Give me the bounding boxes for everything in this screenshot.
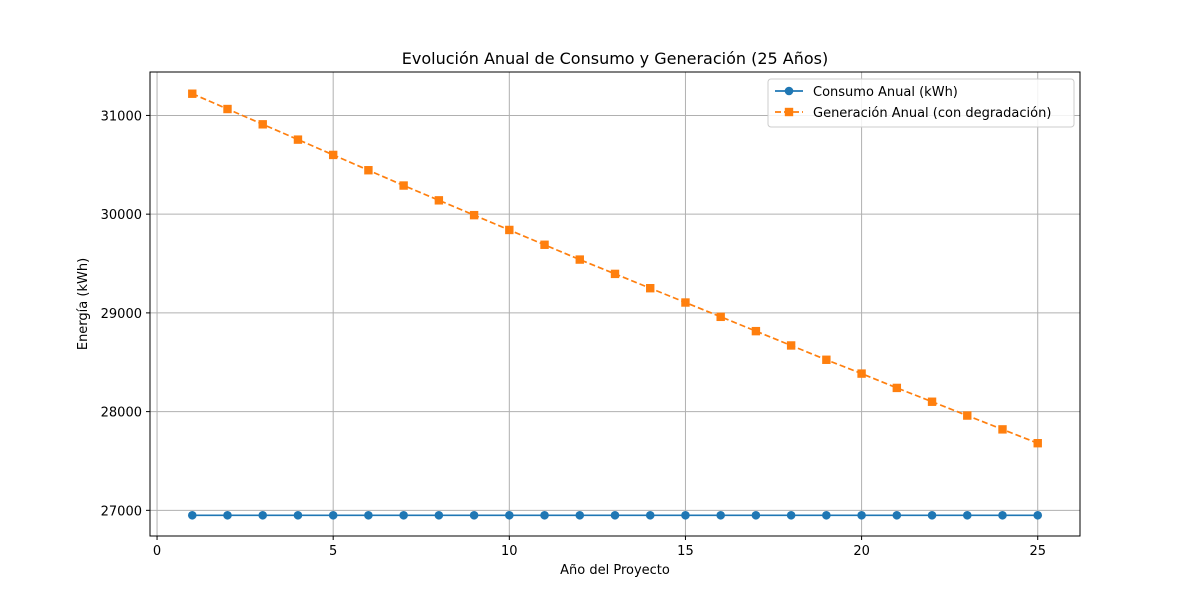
data-point-generacion [646,284,655,293]
legend-label-generacion: Generación Anual (con degradación) [813,106,1051,121]
data-point-consumo [751,510,761,520]
data-point-consumo [786,510,796,520]
data-point-generacion [786,341,796,350]
data-point-generacion [927,397,937,406]
data-point-consumo [610,510,620,520]
x-tick-label: 25 [1029,544,1046,559]
data-point-generacion [328,150,338,160]
data-point-consumo [469,510,479,520]
y-tick-label: 29000 [101,307,142,322]
data-point-generacion [540,240,549,249]
data-point-generacion [998,425,1007,434]
legend: Consumo Anual (kWh) Generación Anual (co… [767,78,1075,128]
data-point-generacion [293,135,303,144]
data-point-consumo [293,510,303,520]
data-point-consumo [575,510,585,520]
legend-swatches [775,86,803,117]
data-point-generacion [716,312,725,322]
data-point-generacion [681,298,690,307]
data-point-generacion [469,210,479,220]
legend-label-consumo: Consumo Anual (kWh) [813,85,958,100]
data-point-consumo [857,510,866,520]
data-point-consumo [223,510,232,520]
x-axis-label: Año del Proyecto [560,563,670,578]
data-point-generacion [258,120,267,129]
y-tick-label: 30000 [101,208,142,223]
data-point-generacion [505,225,514,235]
data-point-consumo [399,510,408,520]
data-point-consumo [258,510,268,520]
data-point-consumo [822,510,831,520]
data-point-generacion [610,269,620,279]
data-point-consumo [1033,510,1043,520]
series-layer [187,89,1043,520]
data-point-consumo [328,510,338,520]
data-point-generacion [822,355,831,364]
legend-swatch-marker-generacion [784,107,794,117]
data-point-consumo [645,510,655,520]
y-tick-label: 31000 [101,109,142,124]
data-point-generacion [434,196,444,205]
data-point-consumo [962,510,972,520]
data-point-generacion [364,166,373,175]
data-point-consumo [434,510,444,520]
data-point-consumo [364,510,373,520]
data-point-generacion [399,181,408,190]
data-point-consumo [927,510,937,520]
data-point-generacion [963,411,972,420]
data-point-generacion [857,369,866,378]
data-point-consumo [187,510,197,520]
y-tick-label: 28000 [101,406,142,421]
y-axis-label: Energía (kWh) [76,258,91,350]
x-tick-label: 5 [329,544,337,559]
axis-ticks: 0 5 10 15 20 25 27000 28000 29000 30000 31000 [101,109,1046,559]
data-point-generacion [892,383,902,393]
data-point-generacion [223,104,232,114]
x-tick-label: 20 [853,544,870,559]
x-tick-label: 15 [677,544,694,559]
data-point-consumo [998,510,1007,520]
data-point-generacion [751,326,761,336]
data-point-generacion [575,255,584,264]
data-point-consumo [540,510,549,520]
chart-title: Evolución Anual de Consumo y Generación … [402,49,828,68]
data-point-consumo [681,510,690,520]
data-point-generacion [188,89,197,98]
data-point-consumo [716,510,725,520]
data-point-consumo [505,510,514,520]
legend-swatch-marker-consumo [784,86,794,96]
x-tick-label: 0 [153,544,161,559]
y-tick-label: 27000 [101,504,142,519]
plot-frame [149,71,1081,537]
data-point-consumo [892,510,902,520]
x-tick-label: 10 [501,544,518,559]
data-point-generacion [1033,439,1042,448]
legend-box [767,78,1075,128]
